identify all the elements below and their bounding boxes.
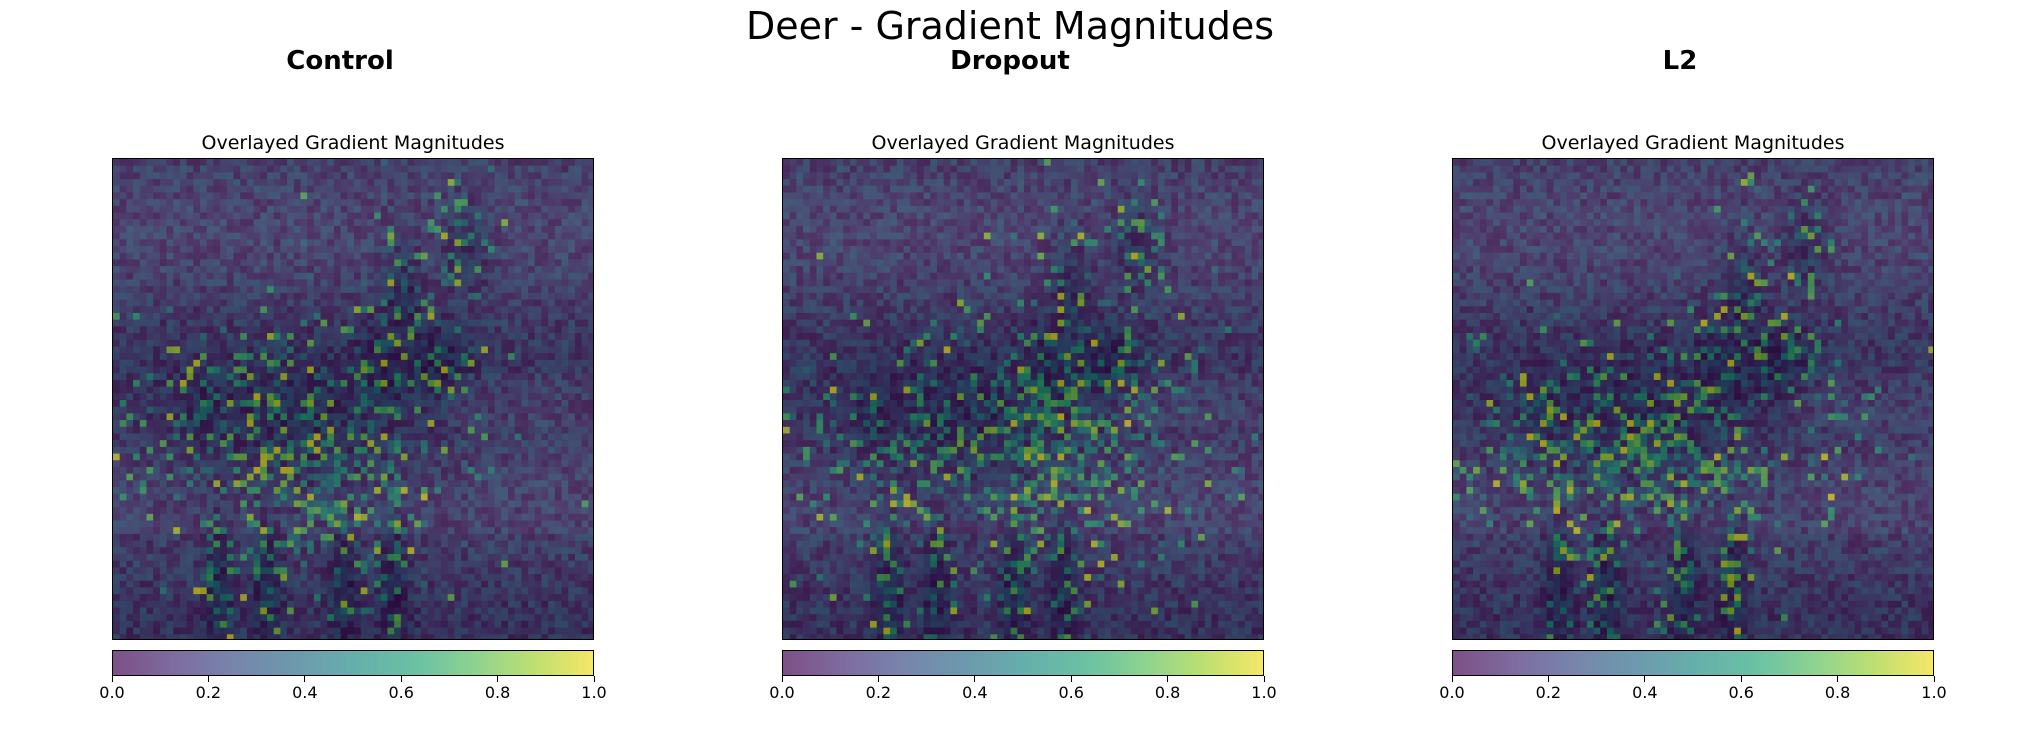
colorbar-tick-label: 0.0	[99, 683, 125, 702]
heatmap-cells	[1453, 159, 1933, 639]
colorbar-tick-label: 1.0	[1921, 683, 1947, 702]
figure-title: Deer - Gradient Magnitudes	[745, 4, 1275, 48]
colorbar-tick-label: 0.2	[1535, 683, 1562, 702]
colorbar-tick	[781, 676, 783, 682]
colorbar	[1452, 650, 1934, 676]
colorbar-tick	[1451, 676, 1453, 682]
colorbar-tick	[1644, 676, 1646, 682]
gradient-heatmap	[112, 158, 594, 640]
colorbar-tick-label: 0.2	[865, 683, 892, 702]
colorbar-tick	[304, 676, 306, 682]
colorbar-tick-label: 0.0	[769, 683, 795, 702]
colorbar-tick-label: 0.6	[1058, 683, 1084, 702]
colorbar	[112, 650, 594, 676]
subplot-title: Overlayed Gradient Magnitudes	[871, 132, 1175, 154]
colorbar-tick-label: 1.0	[1251, 683, 1277, 702]
colorbar-tick	[1547, 676, 1549, 682]
panel-control: Control Overlayed Gradient Magnitudes 0.0 0…	[0, 0, 680, 755]
colorbar-tick-label: 0.0	[1439, 683, 1465, 702]
panel-l2: L2 Overlayed Gradient Magnitudes 0.0 0.2 0.4…	[1340, 0, 2020, 755]
heatmap-cells	[113, 159, 593, 639]
subplot-title: Overlayed Gradient Magnitudes	[1541, 132, 1845, 154]
colorbar-tick	[497, 676, 499, 682]
colorbar-tick	[111, 676, 113, 682]
colorbar-tick-label: 0.8	[1154, 683, 1181, 702]
subplot-title: Overlayed Gradient Magnitudes	[201, 132, 505, 154]
colorbar-tick	[1933, 676, 1935, 682]
colorbar-tick	[593, 676, 595, 682]
heatmap-cells	[783, 159, 1263, 639]
colorbar-tick-label: 1.0	[581, 683, 607, 702]
column-title: Control	[286, 46, 394, 76]
colorbar-tick-label: 0.4	[292, 683, 318, 702]
colorbar-tick-label: 0.8	[1824, 683, 1851, 702]
panel-dropout: Dropout Overlayed Gradient Magnitudes 0.0 0…	[670, 0, 1350, 755]
colorbar-tick-label: 0.6	[1728, 683, 1754, 702]
colorbar-tick	[1740, 676, 1742, 682]
colorbar-tick	[877, 676, 879, 682]
colorbar-tick	[1263, 676, 1265, 682]
colorbar-tick-label: 0.2	[195, 683, 222, 702]
colorbar-tick	[207, 676, 209, 682]
column-title: Dropout	[950, 46, 1070, 76]
colorbar-tick-label: 0.8	[484, 683, 511, 702]
colorbar	[782, 650, 1264, 676]
colorbar-tick	[1070, 676, 1072, 682]
colorbar-tick	[400, 676, 402, 682]
colorbar-tick-label: 0.4	[1632, 683, 1658, 702]
colorbar-tick-label: 0.4	[962, 683, 988, 702]
colorbar-tick	[974, 676, 976, 682]
colorbar-tick	[1837, 676, 1839, 682]
column-title: L2	[1662, 46, 1698, 76]
gradient-heatmap	[1452, 158, 1934, 640]
colorbar-tick	[1167, 676, 1169, 682]
colorbar-tick-label: 0.6	[388, 683, 414, 702]
gradient-heatmap	[782, 158, 1264, 640]
